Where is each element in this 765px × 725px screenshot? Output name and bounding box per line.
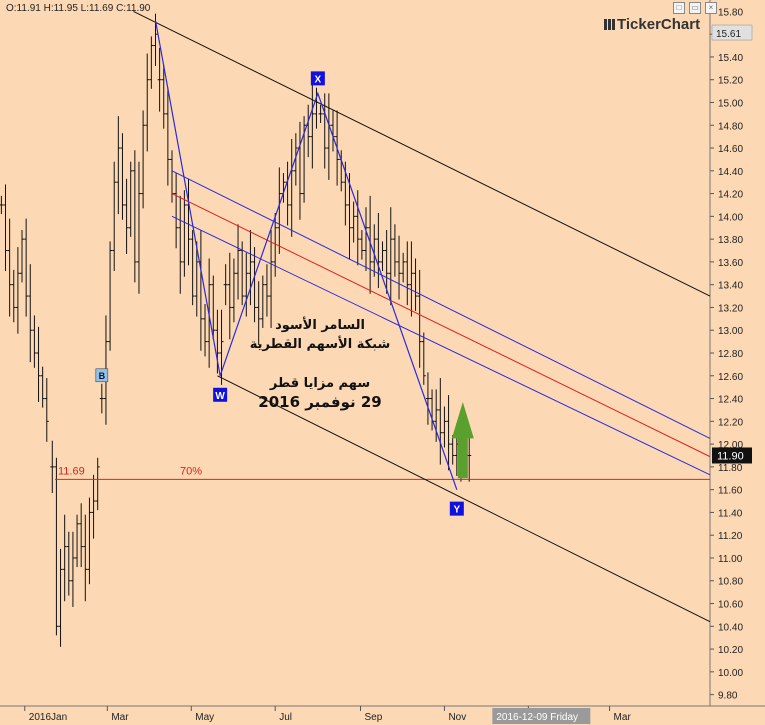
marker-price-box bbox=[711, 24, 753, 41]
x-tick-label: Jul bbox=[279, 712, 292, 723]
y-tick-label: 10.40 bbox=[718, 622, 743, 633]
y-axis-panel bbox=[710, 0, 765, 725]
channel-line bbox=[133, 10, 711, 297]
pattern-point-label: X bbox=[315, 74, 322, 85]
y-tick-label: 13.60 bbox=[718, 258, 743, 269]
buy-signal-box bbox=[95, 368, 109, 383]
restore-icon[interactable]: □ bbox=[673, 2, 685, 14]
y-tick-label: 14.40 bbox=[718, 167, 743, 178]
annotation-author: السامر الأسود bbox=[275, 318, 365, 333]
pattern-point-box bbox=[310, 71, 325, 86]
y-tick-label: 14.20 bbox=[718, 190, 743, 201]
y-tick-label: 11.20 bbox=[718, 531, 743, 542]
y-tick-label: 15.20 bbox=[718, 76, 743, 87]
trend-lines[interactable]: 11.69 70% bbox=[55, 10, 711, 623]
y-tick-label: 11.60 bbox=[718, 486, 743, 497]
y-tick-label: 13.20 bbox=[718, 303, 743, 314]
y-tick-label: 10.80 bbox=[718, 577, 743, 588]
level-percent-label: 70% bbox=[180, 465, 202, 477]
regression-band-line bbox=[171, 170, 711, 439]
pattern-point-box bbox=[213, 387, 228, 402]
y-tick-label: 9.80 bbox=[718, 691, 738, 702]
y-tick-label: 11.80 bbox=[718, 463, 743, 474]
wxy-pattern-line bbox=[154, 20, 458, 490]
x-tick-label: May bbox=[195, 712, 214, 723]
x-tick-label: 2016Jan bbox=[29, 712, 67, 723]
y-tick-label: 14.60 bbox=[718, 144, 743, 155]
y-tick-label: 12.60 bbox=[718, 372, 743, 383]
y-tick-label: 13.80 bbox=[718, 235, 743, 246]
y-tick-label: 13.40 bbox=[718, 281, 743, 292]
window-controls: □ ▭ × bbox=[673, 2, 717, 14]
y-tick-label: 10.60 bbox=[718, 600, 743, 611]
buy-signal-label: B bbox=[99, 371, 106, 381]
annotation-network: شبكة الأسهم القطرية bbox=[249, 337, 391, 352]
y-axis: 15.8015.6015.4015.2015.0014.8014.6014.40… bbox=[710, 7, 743, 702]
up-arrow-icon bbox=[451, 401, 474, 479]
ticker-chart-bar-icon bbox=[604, 19, 615, 30]
y-tick-label: 12.00 bbox=[718, 440, 743, 451]
regression-midline bbox=[171, 193, 711, 458]
price-labels: 2016-12-09 Friday 15.61 11.90 bbox=[492, 24, 753, 724]
y-tick-label: 15.40 bbox=[718, 53, 743, 64]
regression-band-line bbox=[171, 215, 711, 476]
ohlc-readout: O:11.91 H:11.95 L:11.69 C:11.90 bbox=[6, 3, 151, 14]
ticker-chart-logo: TickerChart bbox=[604, 16, 700, 33]
pattern-point-label: W bbox=[215, 391, 225, 402]
cursor-date-box bbox=[492, 708, 591, 724]
pattern-point-box bbox=[449, 501, 464, 516]
y-tick-label: 10.20 bbox=[718, 645, 743, 656]
close-icon[interactable]: × bbox=[705, 2, 717, 14]
level-price-label: 11.69 bbox=[58, 465, 85, 477]
y-tick-label: 12.20 bbox=[718, 417, 743, 428]
last-price-box bbox=[712, 447, 752, 464]
pattern-point-label: Y bbox=[453, 505, 460, 516]
y-tick-label: 14.80 bbox=[718, 121, 743, 132]
y-tick-label: 15.80 bbox=[718, 7, 743, 18]
annotation-date: 29 نوفمبر 2016 bbox=[258, 393, 382, 411]
annotation-stock: سهم مزايا قطر bbox=[269, 376, 371, 391]
y-tick-label: 12.40 bbox=[718, 395, 743, 406]
y-tick-label: 11.00 bbox=[718, 554, 743, 565]
cursor-date-label: 2016-12-09 Friday bbox=[496, 712, 578, 723]
y-tick-label: 15.00 bbox=[718, 98, 743, 109]
y-tick-label: 13.00 bbox=[718, 326, 743, 337]
y-tick-label: 12.80 bbox=[718, 349, 743, 360]
pattern-markers: W X Y B bbox=[95, 71, 474, 516]
y-tick-label: 10.00 bbox=[718, 668, 743, 679]
x-tick-label: Nov bbox=[448, 712, 466, 723]
last-price-label: 11.90 bbox=[717, 450, 744, 462]
channel-line bbox=[217, 375, 711, 623]
y-tick-label: 11.40 bbox=[718, 508, 743, 519]
marker-price-label: 15.61 bbox=[716, 29, 741, 40]
x-tick-label: Mar bbox=[614, 712, 632, 723]
y-tick-label: 14.00 bbox=[718, 212, 743, 223]
maximize-icon[interactable]: ▭ bbox=[689, 2, 701, 14]
x-tick-label: Mar bbox=[111, 712, 129, 723]
x-tick-label: Sep bbox=[365, 712, 383, 723]
